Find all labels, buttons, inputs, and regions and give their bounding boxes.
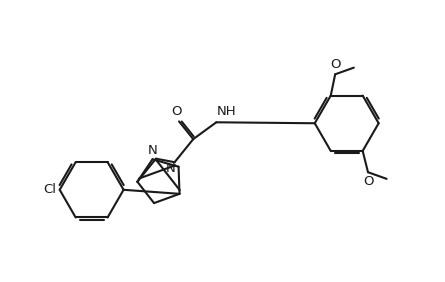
Text: NH: NH	[217, 105, 236, 118]
Text: N: N	[166, 162, 176, 175]
Text: N: N	[148, 144, 158, 157]
Text: O: O	[330, 58, 340, 71]
Text: O: O	[363, 175, 373, 188]
Text: Cl: Cl	[44, 183, 57, 196]
Text: O: O	[171, 105, 182, 118]
